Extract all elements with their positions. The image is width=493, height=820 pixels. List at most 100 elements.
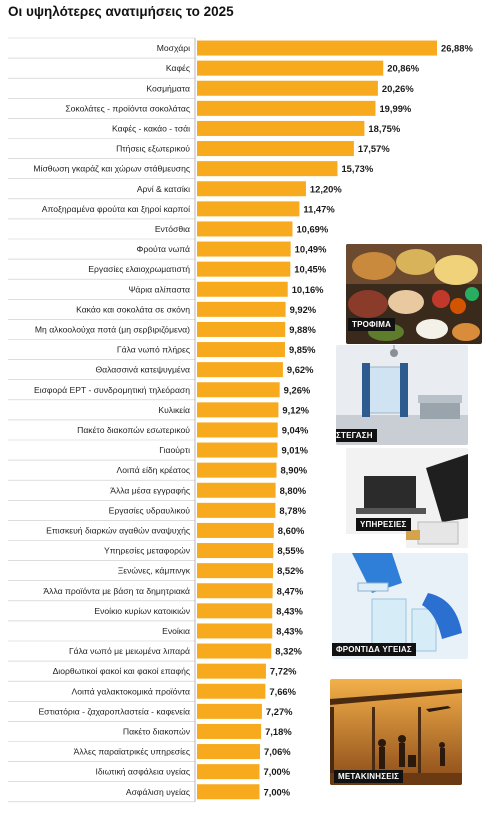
bar: [197, 643, 272, 659]
value-label: 8,52%: [277, 565, 304, 576]
category-label: Ξενώνες, κάμπινγκ: [118, 566, 191, 576]
chart-title: Οι υψηλότερες ανατιμήσεις το 2025: [8, 4, 234, 19]
value-label: 10,16%: [292, 284, 324, 295]
value-label: 10,45%: [294, 264, 326, 275]
value-label: 9,62%: [287, 364, 314, 375]
value-label: 18,75%: [368, 123, 400, 134]
category-label: Πτήσεις εξωτερικού: [116, 144, 190, 154]
bar: [197, 764, 260, 780]
travel-photo: ΜΕΤΑΚΙΝΗΣΕΙΣ: [330, 679, 462, 785]
bar: [197, 422, 278, 438]
value-label: 8,90%: [280, 465, 307, 476]
bar: [197, 301, 286, 317]
value-label: 7,18%: [265, 726, 292, 737]
category-label: Λοιπά γαλακτοκομικά προϊόντα: [71, 686, 190, 696]
category-label: Ιδιωτική ασφάλεια υγείας: [96, 767, 191, 777]
value-label: 7,06%: [264, 746, 291, 757]
category-label: Γιαούρτι: [159, 445, 190, 455]
bar: [197, 462, 277, 478]
bar: [197, 201, 300, 217]
bar: [197, 543, 274, 559]
bar: [197, 362, 283, 378]
bar: [197, 502, 276, 518]
bar: [197, 723, 262, 739]
health-image: [332, 553, 468, 659]
bar: [197, 623, 273, 639]
category-label: Καφές: [166, 63, 190, 73]
value-label: 20,26%: [382, 83, 414, 94]
photo-label-housing: ΣΤΕΓΑΣΗ: [336, 429, 377, 442]
bar: [197, 342, 285, 358]
health-photo: ΦΡΟΝΤΙΔΑ ΥΓΕΙΑΣ: [332, 553, 468, 659]
value-label: 11,47%: [303, 203, 335, 214]
bar: [197, 241, 291, 257]
category-label: Εισφορά ΕΡΤ - συνδρομητική τηλεόραση: [34, 385, 190, 395]
photo-label-travel: ΜΕΤΑΚΙΝΗΣΕΙΣ: [334, 770, 404, 783]
bar: [197, 181, 306, 197]
bar: [197, 583, 273, 599]
category-label: Γάλα νωπό με μειωμένα λιπαρά: [69, 646, 190, 656]
bar: [197, 60, 384, 76]
bar: [197, 522, 274, 538]
category-label: Υπηρεσίες μεταφορών: [104, 546, 190, 556]
value-label: 8,60%: [278, 525, 305, 536]
value-label: 12,20%: [310, 183, 342, 194]
bar: [197, 261, 291, 277]
value-label: 9,04%: [282, 424, 309, 435]
value-label: 17,57%: [358, 143, 390, 154]
category-label: Ασφάλιση υγείας: [126, 787, 190, 797]
category-label: Μίσθωση γκαράζ και χώρων στάθμευσης: [33, 164, 190, 174]
value-label: 8,80%: [280, 485, 307, 496]
value-label: 26,88%: [441, 43, 473, 54]
value-label: 7,00%: [264, 766, 291, 777]
category-label: Καφές - κακάο - τσάι: [112, 123, 190, 133]
bar: [197, 402, 279, 418]
category-label: Αρνί & κατσίκι: [137, 184, 190, 194]
value-label: 20,86%: [387, 63, 419, 74]
photo-label-health: ΦΡΟΝΤΙΔΑ ΥΓΕΙΑΣ: [332, 643, 416, 656]
food-photo: ΤΡΟΦΙΜΑ: [346, 244, 482, 344]
value-label: 9,01%: [281, 445, 308, 456]
bar: [197, 784, 260, 800]
category-label: Θαλασσινά κατεψυγμένα: [95, 365, 190, 375]
category-label: Εστιατόρια - ζαχαροπλαστεία - καφενεία: [38, 706, 190, 716]
value-label: 9,12%: [282, 404, 309, 415]
bar: [197, 442, 278, 458]
category-label: Πακέτο διακοπών εσωτερικού: [77, 425, 190, 435]
value-label: 8,78%: [279, 505, 306, 516]
category-label: Πακέτο διακοπών: [123, 726, 190, 736]
value-label: 10,49%: [295, 244, 327, 255]
value-label: 8,43%: [276, 625, 303, 636]
bar: [197, 281, 288, 297]
category-label: Άλλες παραϊατρικές υπηρεσίες: [74, 747, 190, 757]
bar: [197, 744, 261, 760]
bar: [197, 120, 365, 136]
value-label: 8,55%: [277, 545, 304, 556]
value-label: 8,32%: [275, 646, 302, 657]
category-label: Ενοίκιο κυρίων κατοικιών: [94, 606, 190, 616]
category-label: Αποξηραμένα φρούτα και ξηροί καρποί: [42, 204, 190, 214]
food-image: [346, 244, 482, 344]
category-label: Λοιπά είδη κρέατος: [117, 465, 190, 475]
value-label: 7,27%: [266, 706, 293, 717]
value-label: 7,66%: [269, 686, 296, 697]
bar: [197, 663, 266, 679]
category-label: Μοσχάρι: [157, 43, 190, 53]
category-label: Κυλικεία: [158, 405, 190, 415]
value-label: 8,47%: [277, 585, 304, 596]
category-label: Εντόσθια: [155, 224, 190, 234]
category-label: Κοσμήματα: [146, 83, 190, 93]
value-label: 19,99%: [379, 103, 411, 114]
value-label: 9,26%: [284, 384, 311, 395]
category-label: Φρούτα νωπά: [136, 244, 190, 254]
bar: [197, 80, 378, 96]
category-label: Επισκευή διαρκών αγαθών αναψυχής: [46, 525, 190, 535]
value-label: 9,85%: [289, 344, 316, 355]
bar: [197, 40, 437, 56]
bar: [197, 482, 276, 498]
services-image: [346, 448, 468, 548]
bar: [197, 683, 266, 699]
category-label: Άλλα προϊόντα με βάση τα δημητριακά: [43, 586, 190, 596]
value-label: 8,43%: [276, 605, 303, 616]
